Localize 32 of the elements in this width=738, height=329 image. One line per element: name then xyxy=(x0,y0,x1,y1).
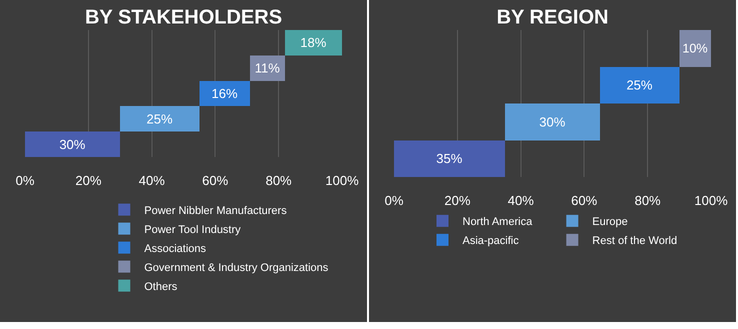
x-tick-label: 0% xyxy=(384,193,404,208)
legend-label: Government & Industry Organizations xyxy=(144,262,329,274)
legend-label: Power Nibbler Manufacturers xyxy=(144,204,288,217)
x-tick-label: 60% xyxy=(571,193,598,208)
legend-label: Rest of the World xyxy=(592,235,678,248)
data-label: 35% xyxy=(436,151,463,166)
legend-label: Others xyxy=(144,280,178,293)
data-label: 11% xyxy=(254,60,280,76)
x-tick-label: 100% xyxy=(325,173,360,188)
legend-label: Associations xyxy=(144,242,206,255)
chart-title: BY STAKEHOLDERS xyxy=(84,6,282,29)
data-label: 10% xyxy=(682,42,708,56)
x-tick-label: 40% xyxy=(508,193,534,208)
data-label: 30% xyxy=(539,114,566,130)
x-tick-label: 100% xyxy=(694,193,728,208)
legend-label: Power Tool Industry xyxy=(144,224,242,236)
legend-label: North America xyxy=(462,216,534,228)
x-tick-label: 20% xyxy=(75,173,102,188)
data-label: 18% xyxy=(300,35,327,50)
data-label: 30% xyxy=(59,136,86,152)
chart-title: BY REGION xyxy=(496,6,608,29)
x-tick-label: 40% xyxy=(138,173,166,188)
x-tick-label: 60% xyxy=(202,173,229,188)
data-label: 25% xyxy=(626,78,653,93)
data-label: 16% xyxy=(211,86,238,101)
x-tick-label: 80% xyxy=(634,193,662,208)
x-tick-label: 80% xyxy=(266,173,292,188)
legend-label: Europe xyxy=(592,216,628,228)
legend-label: Asia-pacific xyxy=(462,235,520,248)
x-tick-label: 0% xyxy=(16,173,35,188)
data-label: 25% xyxy=(146,111,173,126)
x-tick-label: 20% xyxy=(444,193,471,208)
